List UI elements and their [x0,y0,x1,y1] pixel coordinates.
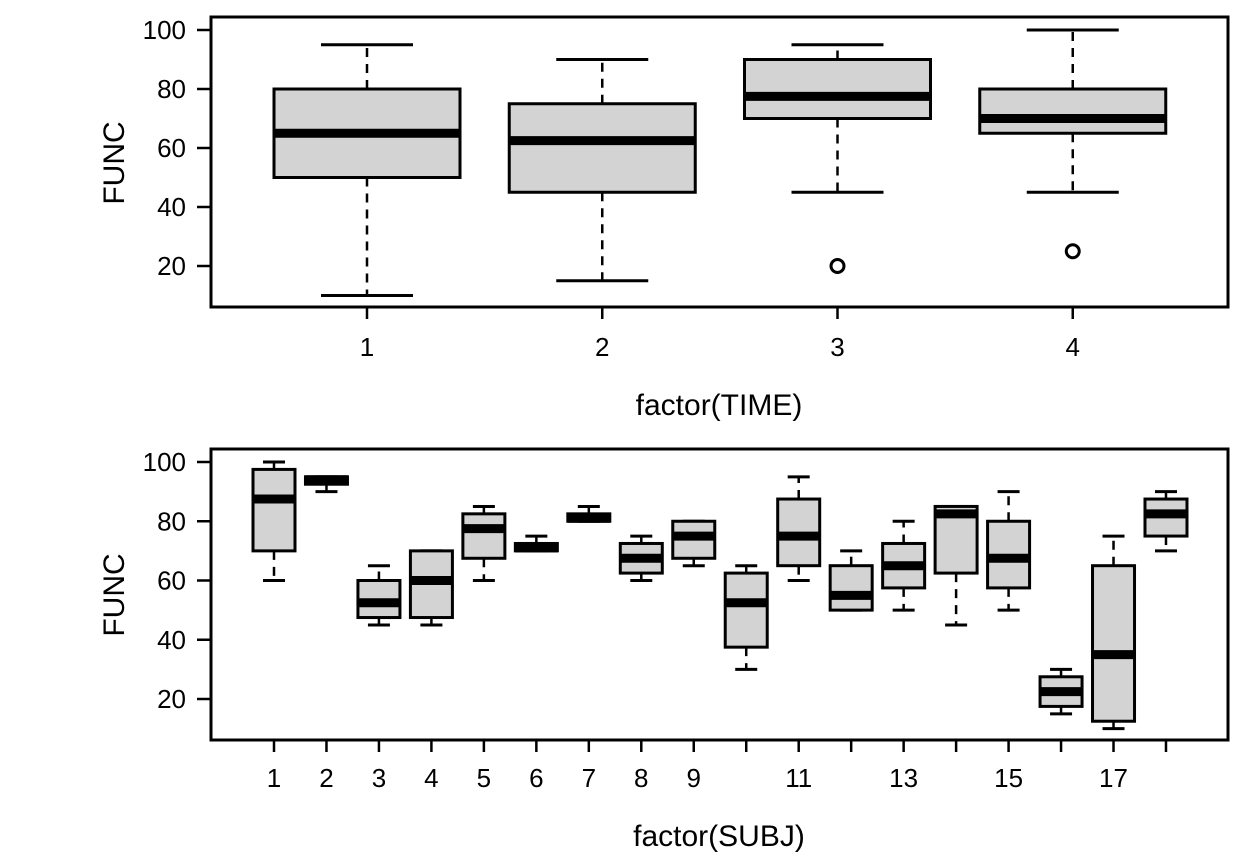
y-tick-label: 60 [157,566,186,596]
box-1 [272,43,462,297]
y-axis: 20 40 60 80 100 [143,447,211,714]
box-16 [1038,667,1084,716]
x-axis: 1 2 3 4 5 6 7 8 9 11 13 15 17 [267,740,1168,793]
x-tick-label: 1 [267,763,281,793]
box-13 [881,519,927,612]
x-tick-label: 13 [889,763,918,793]
x-tick-label: 11 [785,763,812,793]
x-tick-label: 2 [319,763,333,793]
x-tick-label: 3 [372,763,386,793]
box-17 [1091,534,1137,731]
iqr-box [723,571,769,649]
x-tick-label: 8 [634,763,648,793]
boxes [251,460,1189,731]
box-6 [513,534,559,553]
box-11 [776,475,822,582]
iqr-box [461,512,507,560]
box-3 [356,564,402,627]
x-axis-title: factor(SUBJ) [633,820,805,853]
boxes [272,28,1168,297]
x-tick-label: 1 [360,332,374,362]
box-12 [828,549,874,612]
y-tick-label: 40 [157,625,186,655]
box-14 [933,504,979,627]
iqr-box [507,102,697,194]
box-15 [986,490,1032,612]
box-4 [408,549,454,627]
box-1 [251,460,297,582]
subject-boxplot-panel: 20 40 60 80 100 1 2 3 4 5 6 7 8 9 11 13 15 17 factor(SUB… [98,447,1230,853]
box-9 [671,519,717,568]
iqr-box [828,564,874,612]
y-tick-label: 20 [157,684,186,714]
y-axis-title: FUNC [98,121,131,204]
y-tick-label: 40 [157,192,186,222]
box-5 [461,504,507,582]
iqr-box [743,58,932,120]
outlier-point [1064,243,1081,260]
plot-frame [209,447,1230,742]
x-tick-label: 17 [1099,763,1128,793]
x-tick-label: 3 [830,332,844,362]
box-10 [723,564,769,671]
x-tick-label: 6 [529,763,543,793]
x-axis: 1 2 3 4 [360,307,1080,362]
box-18 [1143,490,1189,553]
box-2 [507,58,697,283]
outlier-point [829,258,846,274]
x-tick-label: 9 [687,763,701,793]
y-tick-label: 100 [143,447,186,477]
iqr-box [978,87,1168,135]
y-axis: 20 40 60 80 100 [143,15,211,281]
box-7 [566,504,612,523]
y-tick-label: 60 [157,133,186,163]
y-tick-label: 80 [157,74,186,104]
x-tick-label: 5 [477,763,491,793]
x-tick-label: 15 [994,763,1023,793]
x-tick-label: 4 [424,763,438,793]
box-4 [978,28,1168,260]
y-tick-label: 100 [143,15,186,45]
y-tick-label: 20 [157,251,186,281]
x-tick-label: 2 [595,332,609,362]
box-8 [618,534,664,582]
x-tick-label: 7 [582,763,596,793]
x-tick-label: 4 [1066,332,1080,362]
box-2 [303,475,349,494]
y-axis-title: FUNC [98,553,131,636]
iqr-box [1091,564,1137,723]
iqr-box [251,467,297,553]
time-boxplot-panel: 20 40 60 80 100 1 2 3 4 factor(TIME) FUNC [98,15,1230,422]
x-axis-title: factor(TIME) [636,389,803,422]
plot-frame [209,15,1230,309]
box-3 [743,43,932,274]
y-tick-label: 80 [157,506,186,536]
